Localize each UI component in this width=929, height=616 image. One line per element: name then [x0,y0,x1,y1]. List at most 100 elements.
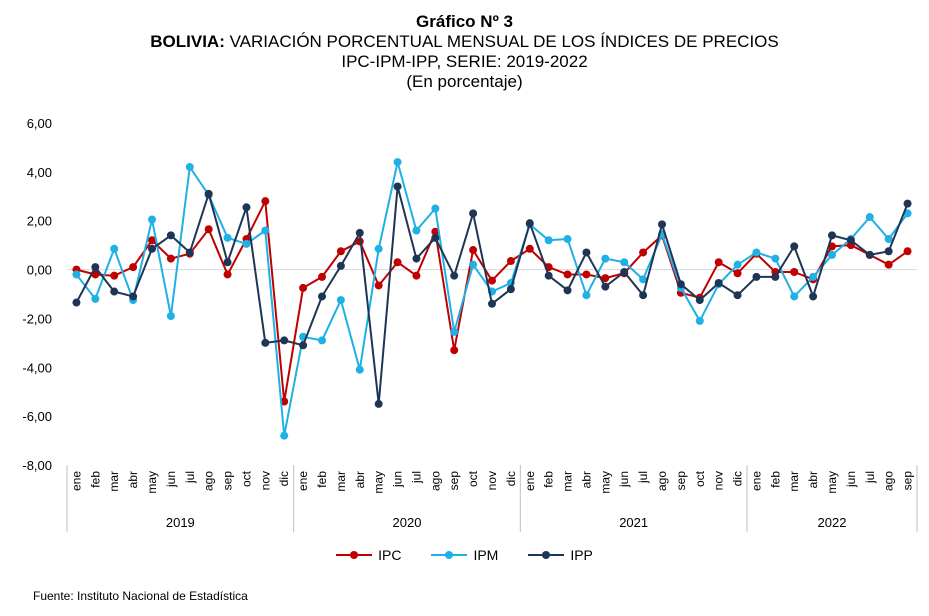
x-tick-label: sep [674,471,688,491]
data-point-ipp [223,258,232,267]
data-point-ipp [865,250,874,259]
data-point-ipp [771,272,780,281]
data-point-ipm [336,296,345,305]
data-point-ipm [884,235,893,244]
x-tick-label: jun [164,471,178,488]
data-point-ipp [374,399,383,408]
data-point-ipp [91,263,100,272]
x-tick-label: mar [787,471,801,492]
data-point-ipm [752,248,761,257]
x-tick-label: may [372,471,386,494]
data-point-ipc [714,258,723,267]
data-point-ipp [110,287,119,296]
y-tick-label: 2,00 [27,214,52,229]
data-point-ipp [752,272,761,281]
data-point-ipm [261,226,270,235]
x-tick-label: dic [277,471,291,486]
legend-item-ipc: IPC [336,547,401,563]
data-point-ipm [185,162,194,171]
data-point-ipp [525,219,534,228]
data-point-ipc [166,254,175,263]
legend-swatch [431,551,468,559]
legend: IPC IPM IPP [0,547,929,563]
y-tick-label: -6,00 [22,409,52,424]
x-tick-label: dic [731,471,745,486]
data-point-ipc [412,271,421,280]
chart-titles: Gráfico Nº 3 BOLIVIA: VARIACIÓN PORCENTU… [0,12,929,92]
year-label: 2022 [818,515,847,530]
x-tick-label: mar [334,471,348,492]
data-point-ipm [374,244,383,253]
data-point-ipm [828,250,836,259]
x-tick-label: jul [409,471,423,484]
x-tick-label: ene [69,471,83,491]
data-point-ipm [790,292,799,301]
x-tick-label: jul [636,471,650,484]
x-tick-label: nov [258,471,272,490]
data-point-ipp [544,271,553,280]
legend-label: IPM [473,547,499,563]
data-point-ipp [601,282,610,291]
data-point-ipc [563,270,572,279]
data-point-ipm [601,254,610,263]
data-point-ipc [639,248,648,257]
x-tick-label: sep [901,471,915,491]
data-point-ipm [431,204,440,213]
data-point-ipp [204,189,213,198]
data-point-ipp [431,233,440,242]
year-label: 2021 [619,515,648,530]
x-tick-label: may [598,471,612,494]
data-point-ipc [903,247,912,256]
data-point-ipm [695,316,704,325]
data-point-ipm [280,431,289,440]
data-point-ipp [884,247,893,256]
legend-label: IPC [378,547,402,563]
data-point-ipp [185,248,194,257]
chart-series-line: IPC-IPM-IPP, SERIE: 2019-2022 [341,52,588,71]
y-tick-label: 0,00 [27,263,52,278]
data-point-ipm [450,327,459,336]
data-point-ipp [299,341,308,350]
data-point-ipm [72,270,81,279]
data-point-ipc [431,227,440,236]
data-point-ipp [658,220,666,229]
x-tick-label: jul [863,471,877,484]
data-point-ipp [469,209,478,218]
source-note: Fuente: Instituto Nacional de Estadístic… [33,589,248,603]
x-tick-label: nov [712,471,726,490]
data-point-ipp [903,199,912,208]
x-tick-label: ago [655,471,669,491]
data-point-ipp [280,336,289,345]
data-point-ipm [166,311,175,320]
data-point-ipm [355,365,364,374]
data-point-ipp [639,291,648,300]
data-point-ipm [91,294,100,303]
data-point-ipp [846,236,855,245]
data-point-ipm [393,158,402,167]
data-point-ipp [450,271,459,280]
data-point-ipp [318,292,326,301]
year-label: 2019 [166,515,195,530]
data-point-ipm [242,239,251,248]
data-point-ipm [223,233,232,242]
data-point-ipm [620,258,629,267]
x-tick-label: ene [523,471,537,491]
data-point-ipm [318,336,326,345]
data-point-ipp [790,242,799,251]
data-point-ipp [488,299,496,308]
legend-swatch [336,551,373,559]
legend-item-ipp: IPP [528,547,593,563]
x-tick-label: feb [768,471,782,488]
data-point-ipm [809,272,818,281]
data-point-ipm [110,244,119,253]
data-point-ipc [488,276,496,285]
data-point-ipp [393,182,402,191]
data-point-ipp [261,338,270,347]
subtitle-text: VARIACIÓN PORCENTUAL MENSUAL DE LOS ÍNDI… [224,32,779,51]
x-tick-label: ago [202,471,216,491]
data-point-ipc [204,225,213,234]
chart-title: Gráfico Nº 3 [416,12,513,31]
x-tick-label: dic [504,471,518,486]
x-tick-label: ago [428,471,442,491]
